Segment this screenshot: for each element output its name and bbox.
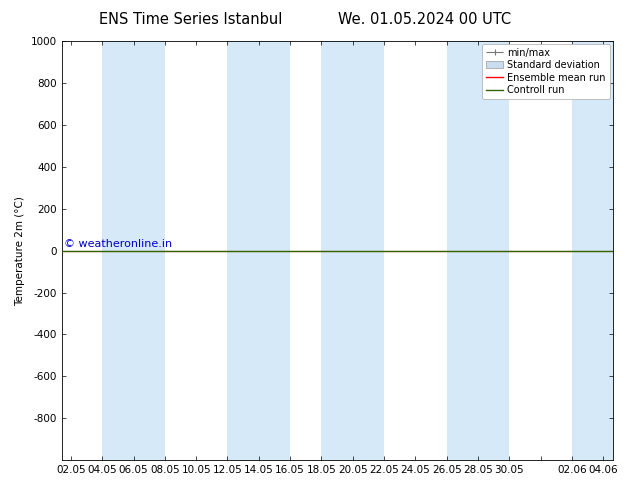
- Bar: [102, 41, 165, 460]
- Bar: [572, 41, 634, 460]
- Bar: [446, 41, 509, 460]
- Bar: [228, 41, 290, 460]
- Text: © weatheronline.in: © weatheronline.in: [64, 239, 172, 249]
- Y-axis label: Temperature 2m (°C): Temperature 2m (°C): [15, 196, 25, 306]
- Text: We. 01.05.2024 00 UTC: We. 01.05.2024 00 UTC: [338, 12, 512, 27]
- Legend: min/max, Standard deviation, Ensemble mean run, Controll run: min/max, Standard deviation, Ensemble me…: [482, 44, 610, 99]
- Bar: [321, 41, 384, 460]
- Text: ENS Time Series Istanbul: ENS Time Series Istanbul: [98, 12, 282, 27]
